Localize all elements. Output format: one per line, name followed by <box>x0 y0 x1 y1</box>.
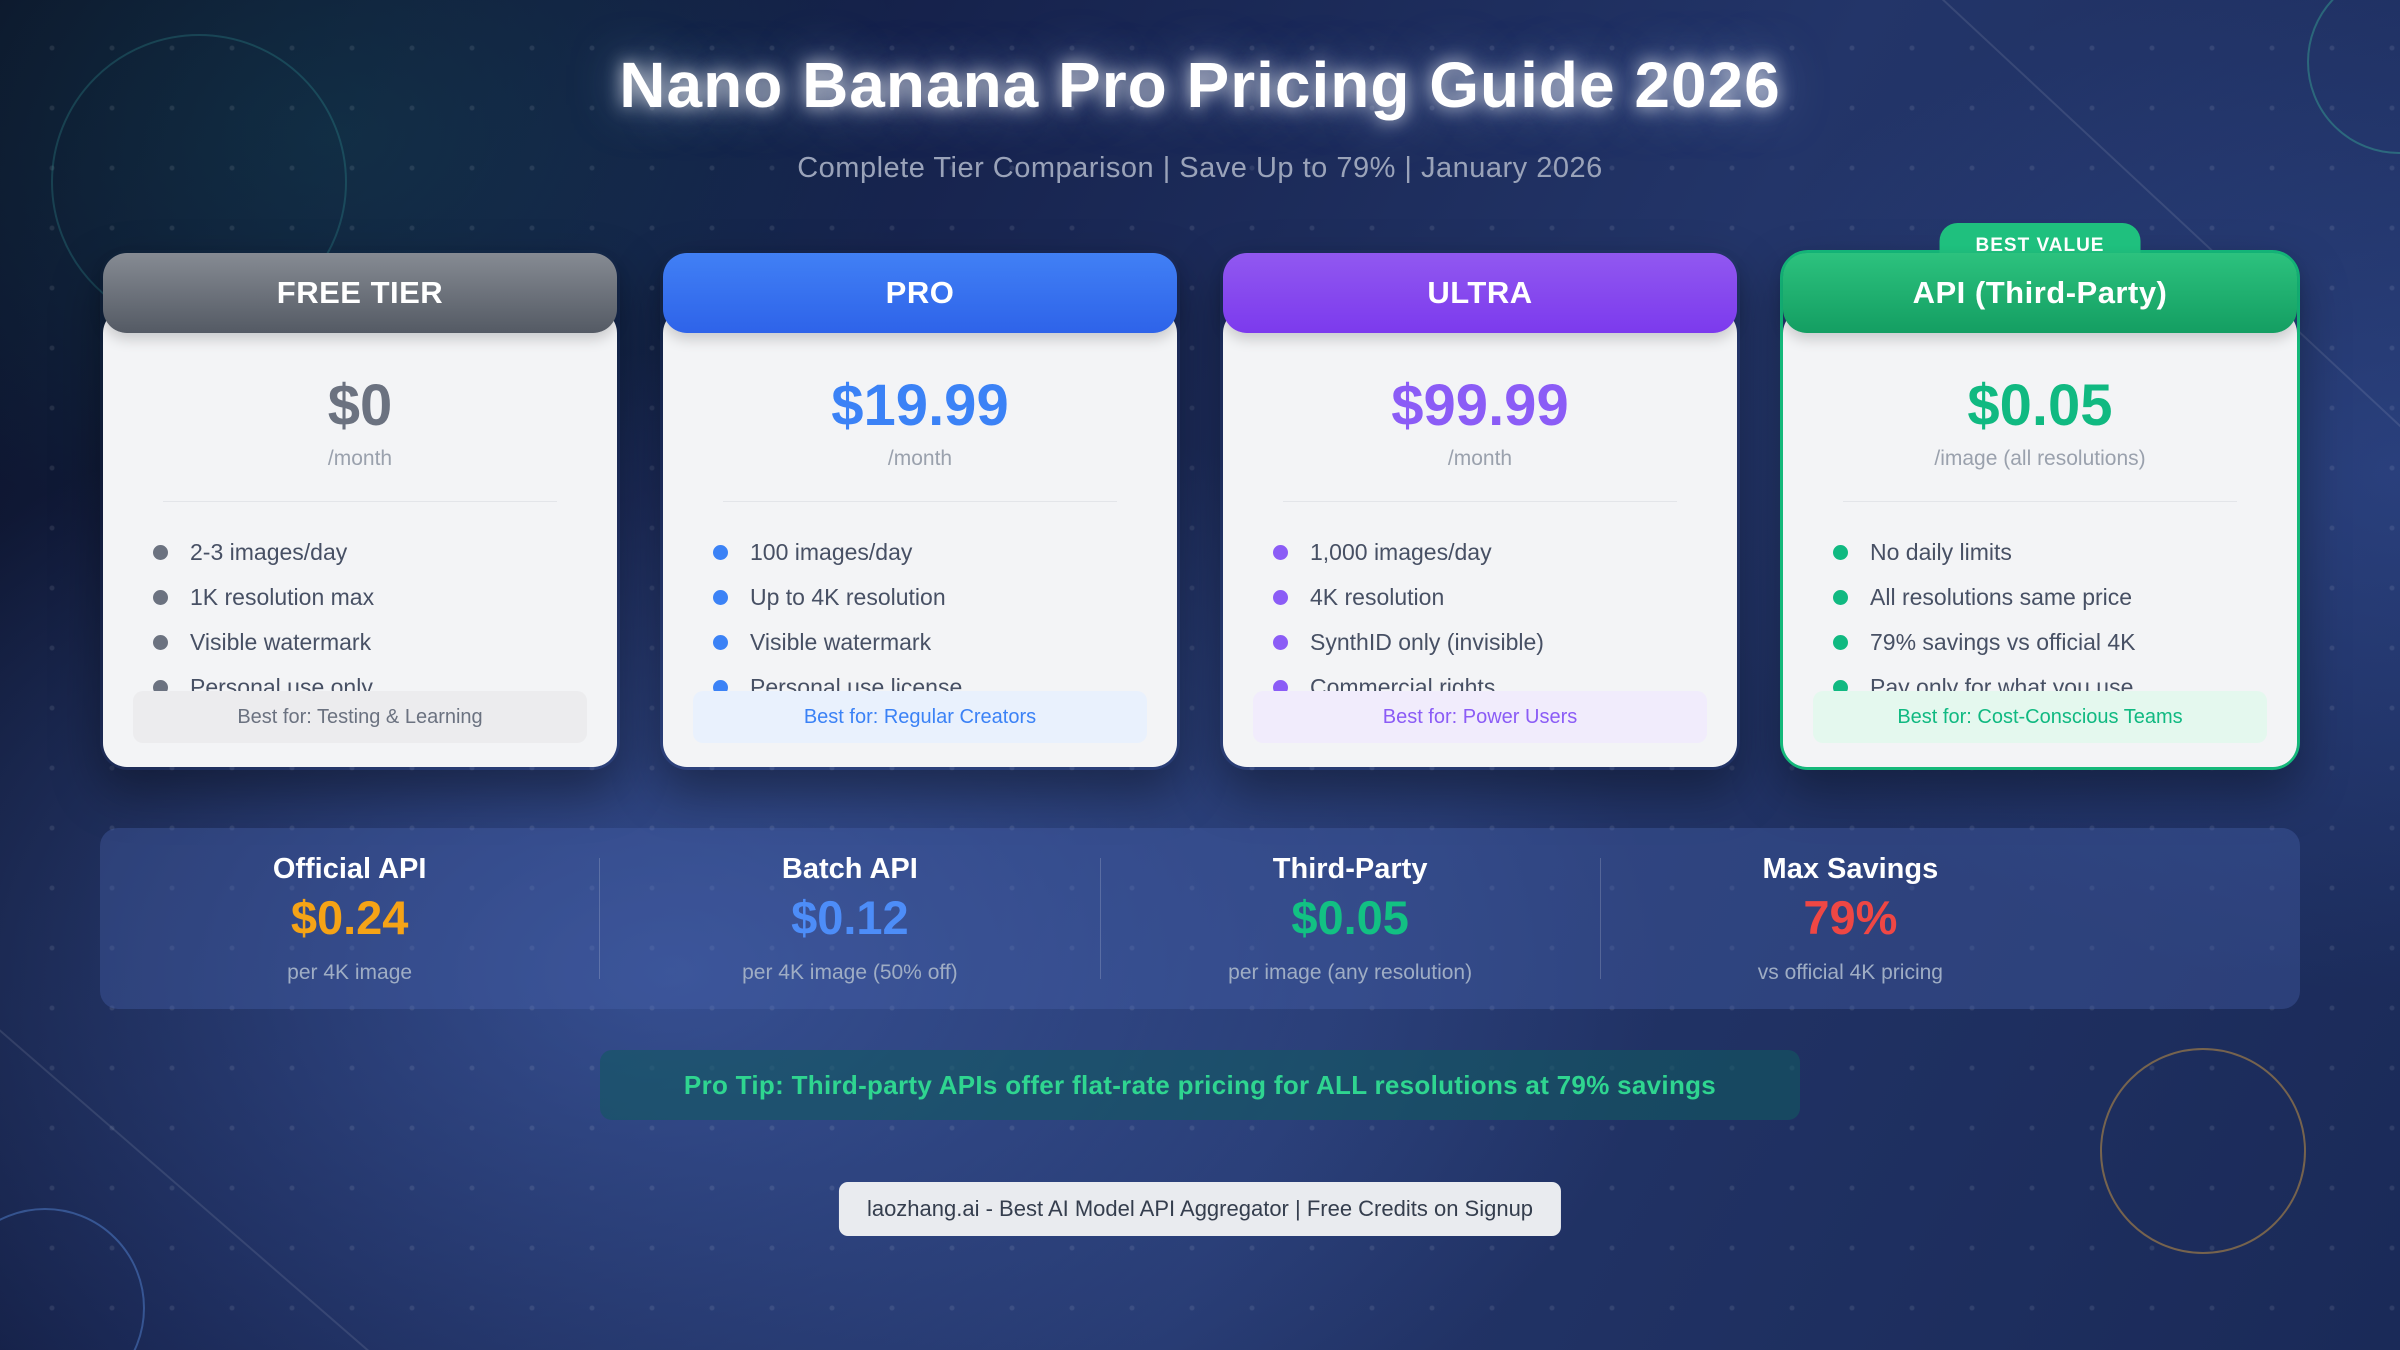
stat-value: 79% <box>1803 890 1898 944</box>
stat-note: vs official 4K pricing <box>1757 960 1943 984</box>
stat-batch-api: Batch API $0.12 per 4K image (50% off) <box>600 828 1099 1009</box>
bullet-dot-icon <box>713 635 728 650</box>
feature-item: 1,000 images/day <box>1273 530 1707 575</box>
pro-tip-banner: Pro Tip: Third-party APIs offer flat-rat… <box>600 1050 1800 1120</box>
bullet-dot-icon <box>713 545 728 560</box>
tier-body-pro: $19.99 /month 100 images/day Up to 4K re… <box>663 309 1177 767</box>
feature-text: 1,000 images/day <box>1310 539 1492 565</box>
stat-divider <box>599 858 601 979</box>
stats-panel: Official API $0.24 per 4K image Batch AP… <box>100 828 2300 1009</box>
bullet-dot-icon <box>713 590 728 605</box>
page-title: Nano Banana Pro Pricing Guide 2026 <box>619 49 1781 121</box>
tier-price: $0 <box>327 373 393 438</box>
feature-text: 2-3 images/day <box>190 539 348 565</box>
bullet-dot-icon <box>1833 545 1848 560</box>
decor-circle-bottom-right <box>2100 1048 2306 1254</box>
feature-item: Up to 4K resolution <box>713 575 1147 620</box>
tier-price: $99.99 <box>1391 373 1569 438</box>
pro-tip-text: Pro Tip: Third-party APIs offer flat-rat… <box>683 1069 1717 1100</box>
tier-body-free: $0 /month 2-3 images/day 1K resolution m… <box>103 309 617 767</box>
feature-text: 4K resolution <box>1310 584 1445 610</box>
stat-official-api: Official API $0.24 per 4K image <box>100 828 599 1009</box>
stat-divider <box>1099 858 1101 979</box>
bullet-dot-icon <box>153 545 168 560</box>
feature-text: No daily limits <box>1870 539 2012 565</box>
feature-list: 2-3 images/day 1K resolution max Visible… <box>103 530 617 710</box>
feature-item: All resolutions same price <box>1833 575 2267 620</box>
bullet-dot-icon <box>1273 590 1288 605</box>
tier-header-pro: PRO <box>663 253 1177 333</box>
bullet-dot-icon <box>1833 590 1848 605</box>
tier-header-api: API (Third-Party) <box>1783 253 2297 333</box>
pricing-cards-row: FREE TIER $0 /month 2-3 images/day 1K re… <box>100 223 2300 770</box>
stat-third-party: Third-Party $0.05 per image (any resolut… <box>1101 828 1600 1009</box>
tier-period: /month <box>887 447 953 470</box>
bullet-dot-icon <box>1833 635 1848 650</box>
feature-text: 100 images/day <box>750 539 913 565</box>
divider <box>723 501 1117 502</box>
tier-body-ultra: $99.99 /month 1,000 images/day 4K resolu… <box>1223 309 1737 767</box>
best-for-badge: Best for: Cost-Conscious Teams <box>1813 691 2267 743</box>
page-subtitle: Complete Tier Comparison | Save Up to 79… <box>797 152 1603 184</box>
feature-item: 4K resolution <box>1273 575 1707 620</box>
tier-period: /month <box>327 447 393 470</box>
best-for-badge: Best for: Regular Creators <box>693 691 1147 743</box>
stat-label: Max Savings <box>1762 852 1939 885</box>
stat-max-savings: Max Savings 79% vs official 4K pricing <box>1601 828 2100 1009</box>
feature-list: No daily limits All resolutions same pri… <box>1783 530 2297 710</box>
tier-header-ultra: ULTRA <box>1223 253 1737 333</box>
footer-badge: laozhang.ai - Best AI Model API Aggregat… <box>838 1182 1562 1236</box>
pricing-card-api: BEST VALUE API (Third-Party) $0.05 /imag… <box>1780 223 2300 770</box>
feature-text: 79% savings vs official 4K <box>1870 629 2136 655</box>
divider <box>163 501 557 502</box>
feature-text: SynthID only (invisible) <box>1310 629 1544 655</box>
feature-item: 79% savings vs official 4K <box>1833 620 2267 665</box>
divider <box>1843 501 2237 502</box>
bullet-dot-icon <box>1273 545 1288 560</box>
tier-header-free: FREE TIER <box>103 253 617 333</box>
tier-price: $0.05 <box>1967 373 2113 438</box>
feature-item: Visible watermark <box>153 620 587 665</box>
feature-item: 2-3 images/day <box>153 530 587 575</box>
stat-value: $0.24 <box>290 890 409 944</box>
tier-body-api: $0.05 /image (all resolutions) No daily … <box>1783 309 2297 767</box>
feature-text: Visible watermark <box>190 629 372 655</box>
stat-label: Official API <box>272 852 427 885</box>
best-for-badge: Best for: Testing & Learning <box>133 691 587 743</box>
feature-item: Visible watermark <box>713 620 1147 665</box>
divider <box>1283 501 1677 502</box>
feature-item: SynthID only (invisible) <box>1273 620 1707 665</box>
pricing-card-free: FREE TIER $0 /month 2-3 images/day 1K re… <box>100 250 620 770</box>
feature-item: No daily limits <box>1833 530 2267 575</box>
stat-value: $0.05 <box>1291 890 1409 944</box>
stat-note: per 4K image (50% off) <box>742 960 958 984</box>
feature-item: 1K resolution max <box>153 575 587 620</box>
stat-note: per image (any resolution) <box>1228 960 1473 984</box>
pricing-card-pro: PRO $19.99 /month 100 images/day Up to 4… <box>660 250 1180 770</box>
feature-text: Visible watermark <box>750 629 932 655</box>
bullet-dot-icon <box>1273 635 1288 650</box>
feature-list: 100 images/day Up to 4K resolution Visib… <box>663 530 1177 710</box>
stat-label: Third-Party <box>1272 852 1428 885</box>
tier-period: /image (all resolutions) <box>1934 447 2146 470</box>
best-for-badge: Best for: Power Users <box>1253 691 1707 743</box>
feature-list: 1,000 images/day 4K resolution SynthID o… <box>1223 530 1737 710</box>
tier-price: $19.99 <box>831 373 1009 438</box>
tier-period: /month <box>1447 447 1513 470</box>
stat-label: Batch API <box>781 852 918 885</box>
feature-text: All resolutions same price <box>1870 584 2133 610</box>
stat-value: $0.12 <box>791 890 909 944</box>
pricing-card-ultra: ULTRA $99.99 /month 1,000 images/day 4K … <box>1220 250 1740 770</box>
stat-note: per 4K image <box>287 960 413 984</box>
feature-text: 1K resolution max <box>190 584 375 610</box>
bullet-dot-icon <box>153 590 168 605</box>
stat-divider <box>1599 858 1601 979</box>
feature-text: Up to 4K resolution <box>750 584 946 610</box>
feature-item: 100 images/day <box>713 530 1147 575</box>
bullet-dot-icon <box>153 635 168 650</box>
